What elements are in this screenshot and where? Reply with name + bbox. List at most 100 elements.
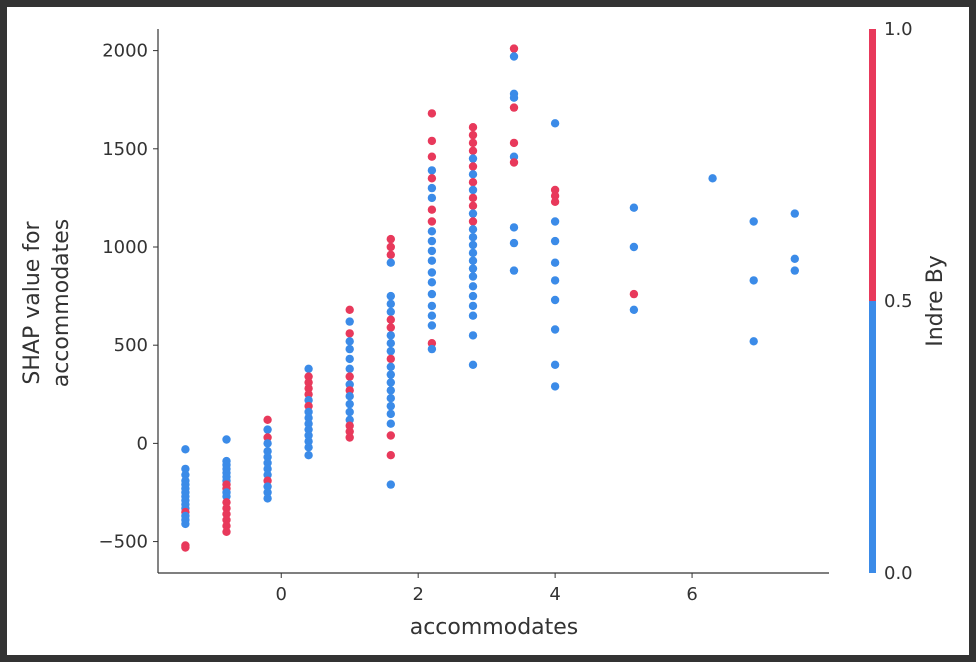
y-axis-label-line-2: accommodates [49, 219, 74, 388]
scatter-point [345, 421, 354, 430]
scatter-point [629, 305, 639, 314]
scatter-point [790, 254, 799, 263]
scatter-point [386, 394, 395, 403]
scatter-point [550, 258, 560, 267]
scatter-point [550, 191, 560, 201]
y-axis-ticks: −500 0 500 1000 1500 2000 [99, 41, 158, 553]
scatter-point [509, 158, 519, 167]
scatter-point [749, 337, 758, 346]
scatter-point [427, 217, 437, 226]
scatter-point [468, 248, 478, 258]
scatter-point [468, 217, 478, 226]
colorbar-label: Indre By [923, 255, 948, 347]
scatter-point [468, 331, 478, 340]
y-tick-label: 0 [137, 433, 148, 454]
scatter-point [427, 136, 437, 146]
scatter-point [222, 435, 231, 444]
scatter-point [509, 238, 519, 248]
scatter-point [222, 498, 231, 507]
scatter-point [222, 504, 231, 513]
scatter-point [345, 305, 354, 314]
scatter-point [790, 209, 799, 218]
colorbar [869, 29, 876, 573]
scatter-point [427, 344, 437, 354]
scatter-point [749, 276, 758, 285]
scatter-point [427, 227, 437, 236]
scatter-point [263, 482, 272, 491]
scatter-point [468, 291, 478, 301]
scatter-point [222, 521, 231, 531]
scatter-point [263, 439, 272, 448]
scatter-point [386, 315, 395, 324]
scatter-point [386, 419, 395, 428]
scatter-point [468, 162, 478, 171]
scatter-point [263, 458, 272, 468]
chart-frame: 0 2 4 6 −500 0 500 1000 1500 2000 accommodates S… [7, 7, 969, 655]
scatter-point [550, 276, 560, 285]
scatter-point [263, 452, 272, 462]
scatter-points [181, 44, 799, 552]
scatter-point [181, 543, 190, 552]
scatter-point [222, 509, 231, 519]
x-tick-label: 2 [412, 584, 423, 605]
scatter-point [550, 217, 560, 226]
scatter-point [386, 242, 395, 252]
scatter-point [427, 193, 437, 203]
scatter-point [629, 203, 639, 212]
scatter-point [468, 193, 478, 203]
scatter-point [427, 321, 437, 330]
scatter-point [550, 360, 560, 369]
scatter-point [550, 119, 560, 128]
scatter-point [304, 419, 313, 428]
scatter-point [222, 515, 231, 525]
scatter-point [304, 451, 313, 460]
scatter-point [468, 240, 478, 250]
scatter-point [550, 382, 560, 391]
scatter-point [468, 185, 478, 195]
scatter-point [345, 407, 354, 417]
scatter-point [468, 282, 478, 291]
scatter-point [427, 236, 437, 246]
colorbar-ticks: 1.0 0.5 0.0 [884, 19, 913, 584]
scatter-point [468, 201, 478, 210]
scatter-point [427, 301, 437, 311]
scatter-point [427, 289, 437, 299]
scatter-point [468, 311, 478, 320]
scatter-point [304, 364, 313, 373]
scatter-point [263, 488, 272, 497]
scatter-point [509, 44, 519, 53]
scatter-point [550, 295, 560, 305]
scatter-point [468, 154, 478, 163]
scatter-point [263, 494, 272, 503]
scatter-point [509, 138, 519, 148]
scatter-point [304, 378, 313, 387]
scatter-point [468, 146, 478, 155]
scatter-point [345, 427, 354, 436]
x-tick-label: 4 [549, 584, 560, 605]
scatter-point [304, 413, 313, 423]
scatter-point [749, 217, 758, 226]
scatter-point [386, 378, 395, 387]
scatter-point [263, 470, 272, 479]
scatter-point [304, 401, 313, 411]
y-tick-label: −500 [99, 532, 148, 553]
scatter-point [304, 443, 313, 452]
scatter-point [386, 339, 395, 348]
scatter-point [427, 174, 437, 183]
scatter-point [468, 264, 478, 273]
scatter-point [386, 370, 395, 379]
scatter-point [427, 256, 437, 265]
scatter-point [263, 464, 272, 474]
scatter-point [509, 93, 519, 102]
x-axis-ticks: 0 2 4 6 [276, 573, 698, 605]
scatter-point [263, 433, 272, 442]
scatter-point [386, 258, 395, 267]
scatter-point [468, 301, 478, 311]
scatter-point [181, 470, 190, 479]
scatter-point [468, 225, 478, 234]
scatter-point [386, 386, 395, 395]
scatter-point [427, 339, 437, 348]
scatter-point [304, 384, 313, 393]
scatter-point [386, 431, 395, 440]
scatter-point [345, 354, 354, 364]
